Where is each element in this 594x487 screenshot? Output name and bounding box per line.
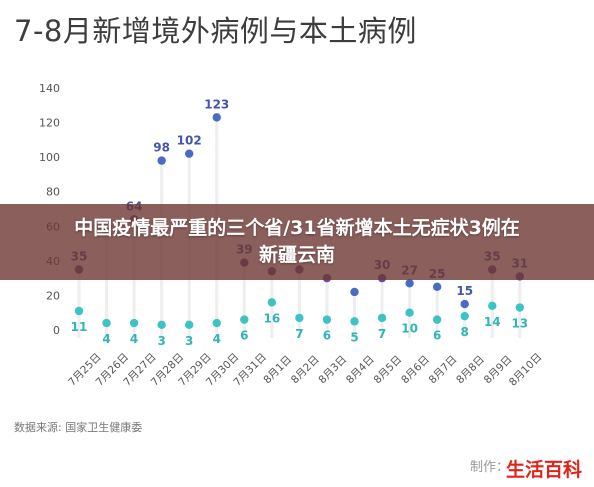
- x-tick-label: 8月8日: [454, 353, 487, 386]
- local-data-label: 7: [378, 327, 386, 341]
- local-data-label: 5: [350, 330, 358, 344]
- headline-banner[interactable]: 中国疫情最严重的三个省/31省新增本土无症状3例在 新疆云南: [0, 204, 594, 280]
- local-point: [322, 315, 332, 324]
- x-tick-label: 8月5日: [372, 353, 405, 386]
- local-point: [240, 315, 249, 324]
- local-data-label: 7: [295, 327, 303, 341]
- local-point: [488, 301, 497, 310]
- y-tick-label: 120: [39, 117, 60, 130]
- local-data-label: 16: [263, 311, 280, 325]
- local-data-label: 4: [102, 332, 110, 346]
- local-point: [432, 315, 442, 324]
- local-point: [185, 320, 194, 330]
- local-data-label: 3: [157, 334, 165, 348]
- local-point: [129, 318, 139, 328]
- imported-point: [157, 156, 166, 165]
- y-tick-label: 100: [39, 151, 60, 164]
- imported-point: [432, 282, 442, 291]
- data-source: 数据来源: 国家卫生健康委: [14, 421, 143, 434]
- local-point: [267, 298, 277, 307]
- x-tick-label: 8月10日: [507, 351, 545, 389]
- local-data-label: 10: [401, 322, 418, 336]
- local-point: [157, 320, 166, 330]
- local-data-label: 13: [511, 317, 528, 331]
- local-data-label: 3: [185, 334, 193, 348]
- local-data-label: 6: [323, 329, 331, 343]
- local-point: [74, 306, 84, 316]
- imported-data-label: 102: [177, 134, 202, 148]
- local-data-label: 6: [433, 329, 441, 343]
- chart-title: 7-8月新增境外病例与本土病例: [14, 14, 417, 48]
- x-tick-label: 8月3日: [316, 353, 349, 386]
- x-tick-label: 8月2日: [289, 353, 322, 386]
- imported-point: [460, 299, 469, 309]
- x-tick-label: 8月6日: [399, 353, 432, 386]
- imported-point: [350, 287, 359, 297]
- local-data-label: 6: [240, 329, 248, 343]
- local-point: [102, 318, 111, 328]
- y-tick-label: 80: [46, 186, 60, 199]
- imported-point: [212, 113, 221, 122]
- local-point: [212, 318, 221, 328]
- imported-point: [185, 149, 194, 158]
- local-data-label: 14: [484, 315, 501, 329]
- brand-logo[interactable]: 生活百科: [506, 459, 583, 481]
- imported-data-label: 98: [153, 141, 170, 155]
- y-tick-label: 0: [53, 324, 60, 337]
- local-point: [350, 317, 359, 326]
- y-tick-label: 140: [39, 82, 60, 95]
- local-data-label: 4: [130, 332, 138, 346]
- x-tick-label: 8月4日: [344, 353, 377, 386]
- headline-line-1: 中国疫情最严重的三个省/31省新增本土无症状3例在: [74, 217, 520, 239]
- local-data-label: 11: [71, 320, 88, 334]
- imported-point: [405, 279, 414, 288]
- local-data-label: 4: [213, 332, 221, 346]
- local-point: [377, 313, 387, 323]
- maker-label: 制作：: [470, 460, 510, 475]
- local-point: [405, 308, 414, 317]
- y-tick-label: 20: [46, 289, 60, 302]
- local-point: [515, 303, 524, 312]
- x-tick-label: 8月7日: [427, 353, 460, 386]
- local-point: [295, 313, 304, 323]
- local-data-label: 8: [461, 325, 469, 339]
- imported-data-label: 123: [204, 97, 229, 111]
- local-point: [460, 311, 469, 321]
- imported-data-label: 15: [456, 284, 473, 298]
- headline-line-2: 新疆云南: [258, 244, 335, 266]
